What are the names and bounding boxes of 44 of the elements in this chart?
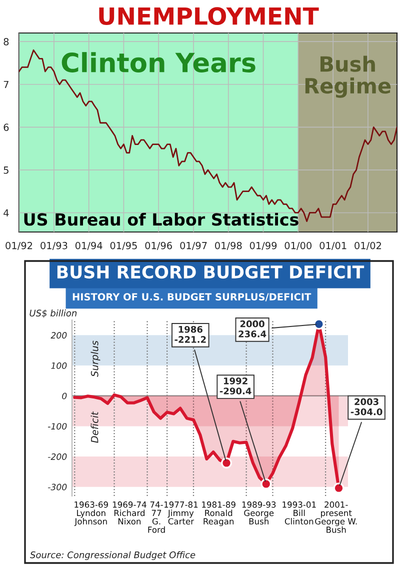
- x-tick-label: 01/98: [215, 242, 242, 250]
- annotation: Deficit: [90, 411, 98, 443]
- x-tick-label: 01/01: [320, 242, 346, 250]
- text: 74- 77 G. Ford: [148, 502, 165, 533]
- x-tick-label: 01/00: [284, 242, 312, 250]
- chart-title: UNEMPLOYMENT: [99, 7, 319, 25]
- y-tick-label: 8: [4, 38, 9, 46]
- text: 2001- present George W. Bush: [315, 501, 357, 533]
- x-tick-label: 01/94: [75, 242, 102, 250]
- y-tick-label: -200: [48, 453, 67, 460]
- y-tick-label: 7: [4, 80, 8, 88]
- annotation: US Bureau of Labor Statistics: [24, 212, 298, 226]
- band-label: Bush Regime: [305, 56, 391, 98]
- annotation: 1986 -221.2: [174, 326, 206, 343]
- text: 1963-69 Lyndon Johnson: [74, 501, 108, 526]
- text: 1977-81 Jimmy Carter: [164, 501, 198, 524]
- x-tick-label: 01/99: [250, 242, 277, 250]
- y-tick-label: 6: [4, 124, 9, 131]
- annotation: Surplus: [90, 340, 100, 377]
- y-axis-title: US$ billion: [30, 310, 77, 318]
- y-tick-label: 200: [50, 332, 67, 339]
- text: 1993-01 Bill Clinton: [282, 501, 316, 524]
- x-tick-label: 01/96: [145, 242, 172, 250]
- text: 2003 -304.0: [350, 398, 382, 416]
- x-tick-label: 01/92: [6, 242, 32, 250]
- y-tick-label: 4: [4, 209, 9, 216]
- y-tick-label: 0: [62, 392, 67, 400]
- chart-title: BUSH RECORD BUDGET DEFICIT: [57, 265, 364, 279]
- chart-subtitle: HISTORY OF U.S. BUDGET SURPLUS/DEFICIT: [72, 293, 312, 302]
- x-tick-label: 01/02: [354, 242, 381, 250]
- band-label: Clinton Years: [62, 52, 256, 72]
- x-tick-label: 01/97: [180, 242, 207, 250]
- y-tick-label: 100: [51, 362, 67, 369]
- y-tick-label: -300: [48, 484, 67, 490]
- annotation: 1992 -290.4: [220, 377, 252, 394]
- y-tick-label: -100: [48, 423, 67, 430]
- source-note: Source: Congressional Budget Office: [30, 551, 196, 560]
- annotation: 2000 236.4: [238, 320, 266, 338]
- text: 1981-89 Ronald Reagan: [202, 501, 236, 526]
- text: 1969-74 Richard Nixon: [112, 501, 146, 524]
- y-tick-label: 5: [4, 166, 8, 174]
- text: 1989-93 George Bush: [242, 501, 276, 524]
- x-tick-label: 01/95: [110, 242, 137, 250]
- x-tick-label: 01/93: [40, 242, 68, 250]
